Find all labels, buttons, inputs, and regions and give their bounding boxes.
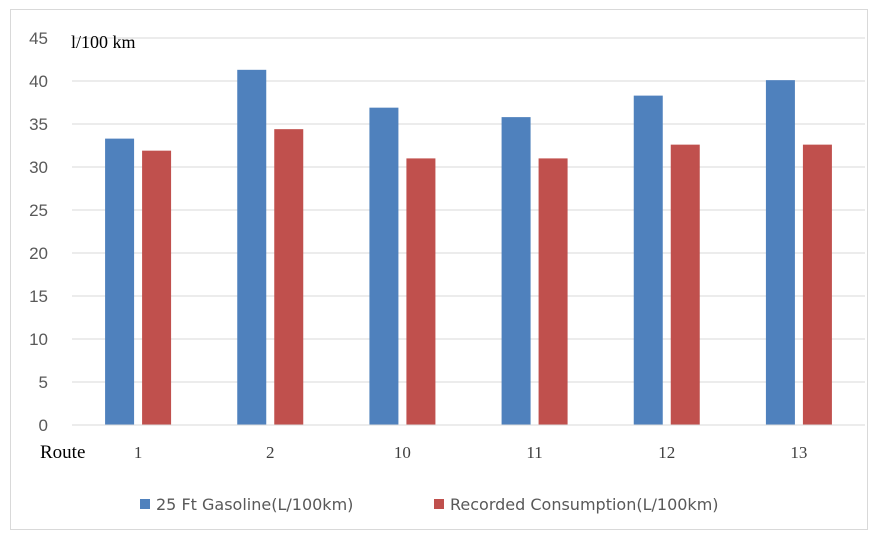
y-tick-label: 5 (39, 373, 48, 392)
x-tick-label: 2 (266, 443, 275, 462)
bar-series-2-route-2 (274, 129, 304, 425)
bars (105, 69, 832, 426)
bar-series-2-route-12 (670, 144, 700, 425)
y-tick-label: 25 (29, 201, 48, 220)
bar-series-1-route-11 (501, 117, 531, 426)
bar-series-1-route-2 (237, 69, 267, 425)
y-tick-label: 15 (29, 287, 48, 306)
y-tick-label: 0 (39, 416, 48, 435)
y-tick-label: 45 (29, 29, 48, 48)
bar-series-1-route-13 (765, 80, 795, 425)
bar-series-2-route-10 (406, 158, 436, 425)
bar-series-1-route-12 (633, 95, 663, 426)
bar-series-1-route-10 (369, 107, 399, 425)
x-axis-title: Route (40, 442, 85, 463)
y-axis-unit-label: l/100 km (71, 32, 136, 52)
x-tick-label: 10 (394, 443, 411, 462)
y-tick-label: 35 (29, 115, 48, 134)
y-tick-label: 30 (29, 158, 48, 177)
y-axis-ticks: 0 5 10 15 20 25 30 35 40 45 (29, 29, 48, 435)
legend: 25 Ft Gasoline(L/100km) Recorded Consumpt… (140, 495, 719, 514)
y-tick-label: 10 (29, 330, 48, 349)
x-axis-ticks: 1 2 10 11 12 13 (134, 443, 808, 462)
legend-swatch-2 (434, 499, 444, 509)
bar-series-1-route-1 (105, 138, 135, 425)
gridlines (72, 37, 865, 383)
x-tick-label: 12 (658, 443, 675, 462)
x-tick-label: 13 (790, 443, 807, 462)
bar-series-2-route-13 (802, 144, 832, 425)
legend-label-1: 25 Ft Gasoline(L/100km) (156, 495, 353, 514)
legend-swatch-1 (140, 499, 150, 509)
legend-label-2: Recorded Consumption(L/100km) (450, 495, 719, 514)
y-tick-label: 40 (29, 72, 48, 91)
y-tick-label: 20 (29, 244, 48, 263)
bar-series-2-route-1 (142, 150, 172, 425)
x-tick-label: 11 (526, 443, 542, 462)
x-tick-label: 1 (134, 443, 143, 462)
bar-series-2-route-11 (538, 158, 568, 425)
